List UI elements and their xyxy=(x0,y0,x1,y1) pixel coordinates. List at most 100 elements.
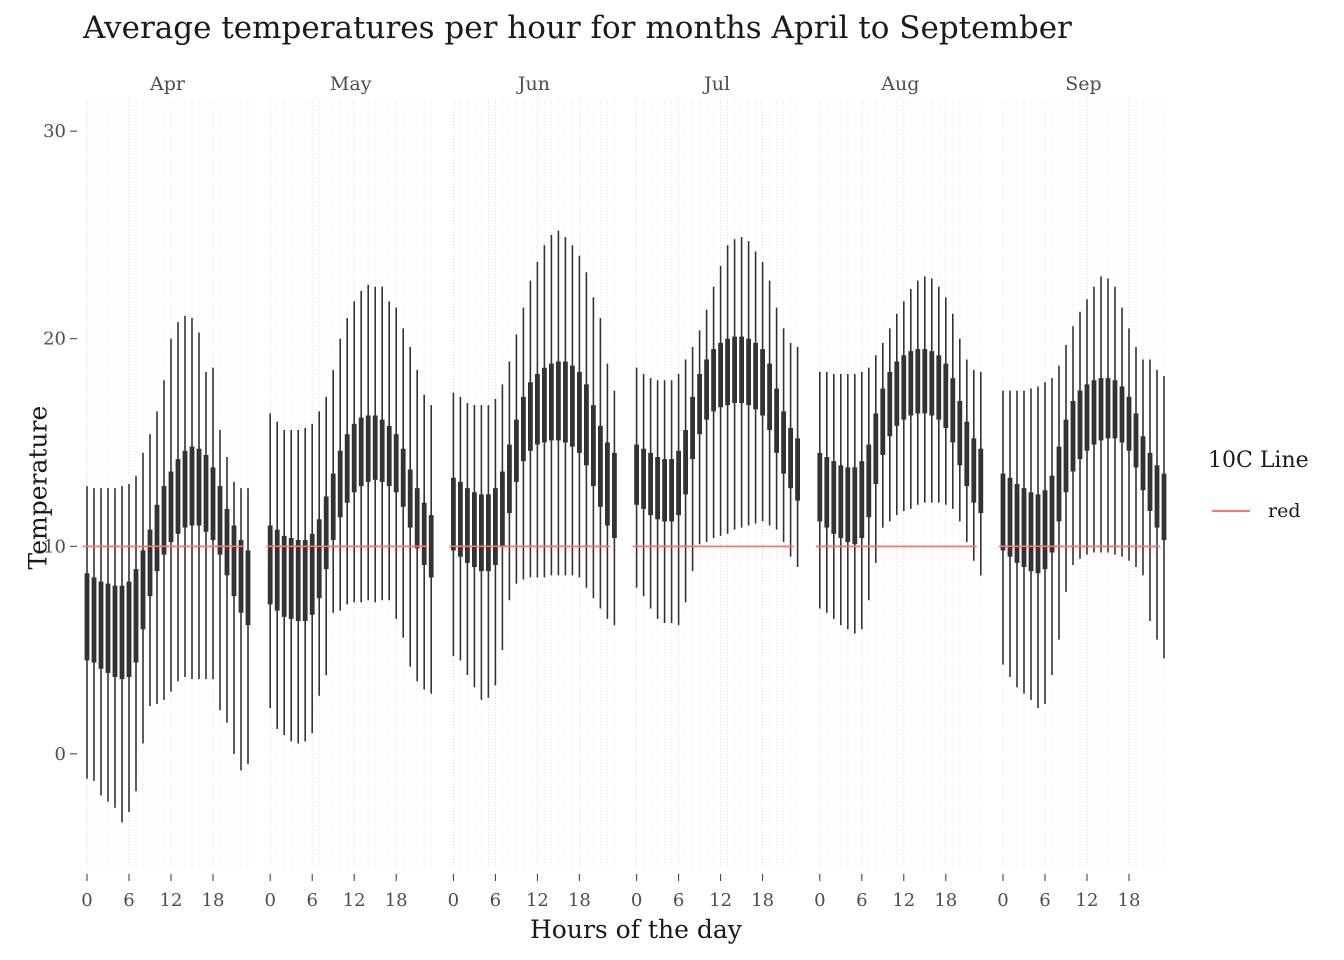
legend-key-line xyxy=(1212,510,1250,512)
box-body xyxy=(288,537,294,619)
box-body xyxy=(154,504,160,572)
box-body xyxy=(210,467,216,541)
box-body xyxy=(119,585,125,680)
box-body xyxy=(1147,452,1153,511)
box-body xyxy=(964,421,970,487)
x-tick-label: 12 xyxy=(1076,890,1099,911)
box-body xyxy=(1049,475,1055,553)
box-body xyxy=(140,550,146,630)
box-body xyxy=(1014,484,1020,563)
legend-label: red xyxy=(1268,500,1301,522)
box-body xyxy=(133,569,139,663)
box-body xyxy=(831,461,837,534)
y-tick-label: 10 xyxy=(43,536,66,557)
box-body xyxy=(859,461,865,538)
legend-title: 10C Line xyxy=(1208,448,1309,473)
box-body xyxy=(1021,488,1027,568)
box-body xyxy=(774,388,779,453)
box-body xyxy=(281,535,287,617)
box-body xyxy=(690,396,695,460)
box-body xyxy=(824,457,830,528)
box-body xyxy=(1063,419,1069,493)
box-body xyxy=(330,473,336,541)
box-body xyxy=(1154,465,1160,528)
box-body xyxy=(648,452,653,516)
box-body xyxy=(662,459,667,522)
box-body xyxy=(1161,473,1167,541)
box-body xyxy=(641,448,646,509)
x-tick-label: 0 xyxy=(81,890,92,911)
box-body xyxy=(486,494,491,572)
box-body xyxy=(309,533,315,615)
box-body xyxy=(1133,413,1139,468)
box-body xyxy=(936,355,942,420)
box-body xyxy=(704,359,709,420)
box-body xyxy=(725,338,730,406)
box-body xyxy=(957,400,963,466)
box-body xyxy=(203,454,209,532)
box-body xyxy=(168,471,174,543)
box-body xyxy=(245,550,251,626)
box-body xyxy=(323,496,329,570)
box-body xyxy=(1098,378,1104,441)
box-body xyxy=(1077,390,1083,460)
x-tick-label: 12 xyxy=(343,890,366,911)
x-tick-label: 6 xyxy=(306,890,317,911)
x-tick-label: 6 xyxy=(856,890,867,911)
box-body xyxy=(372,415,378,480)
box-body xyxy=(549,363,554,441)
box-body xyxy=(781,411,786,474)
x-tick-label: 0 xyxy=(814,890,825,911)
box-body xyxy=(838,465,844,538)
box-body xyxy=(556,361,561,441)
box-body xyxy=(224,508,230,576)
box-body xyxy=(1140,436,1146,491)
panel-strip-label: Jul xyxy=(702,73,730,95)
box-body xyxy=(407,469,413,528)
box-body xyxy=(514,419,519,482)
y-axis-label: Temperature xyxy=(23,405,53,570)
box-body xyxy=(267,525,273,605)
box-body xyxy=(1000,473,1006,551)
x-tick-label: 0 xyxy=(448,890,459,911)
box-body xyxy=(1042,490,1048,570)
box-body xyxy=(669,459,674,522)
x-tick-label: 12 xyxy=(709,890,732,911)
box-body xyxy=(337,450,343,518)
box-body xyxy=(605,442,610,526)
box-body xyxy=(98,581,104,669)
box-body xyxy=(1028,492,1034,572)
box-body xyxy=(189,446,195,526)
box-body xyxy=(718,342,723,408)
box-body xyxy=(852,467,858,545)
box-body xyxy=(676,450,681,516)
panel-strip-label: Sep xyxy=(1065,73,1101,95)
box-body xyxy=(915,349,921,414)
box-body xyxy=(542,367,547,443)
box-body xyxy=(950,378,956,443)
box-body xyxy=(894,361,900,426)
box-body xyxy=(479,494,484,572)
box-body xyxy=(386,425,392,487)
box-body xyxy=(507,444,512,514)
box-body xyxy=(634,444,639,505)
box-body xyxy=(351,423,357,493)
x-tick-label: 12 xyxy=(892,890,915,911)
chart-title: Average temperatures per hour for months… xyxy=(83,10,1072,46)
box-body xyxy=(908,351,914,416)
x-tick-label: 0 xyxy=(264,890,275,911)
box-body xyxy=(1056,446,1062,522)
box-body xyxy=(971,438,977,503)
box-body xyxy=(358,417,364,487)
box-body xyxy=(295,540,301,621)
box-body xyxy=(1119,386,1125,443)
box-body xyxy=(697,373,702,435)
box-body xyxy=(563,361,568,443)
panel-strip-label: May xyxy=(330,73,372,95)
box-body xyxy=(84,573,90,661)
box-body xyxy=(753,342,758,410)
y-tick-label: 30 xyxy=(43,121,66,142)
box-body xyxy=(1105,378,1111,439)
box-body xyxy=(845,467,851,543)
x-tick-label: 12 xyxy=(526,890,549,911)
